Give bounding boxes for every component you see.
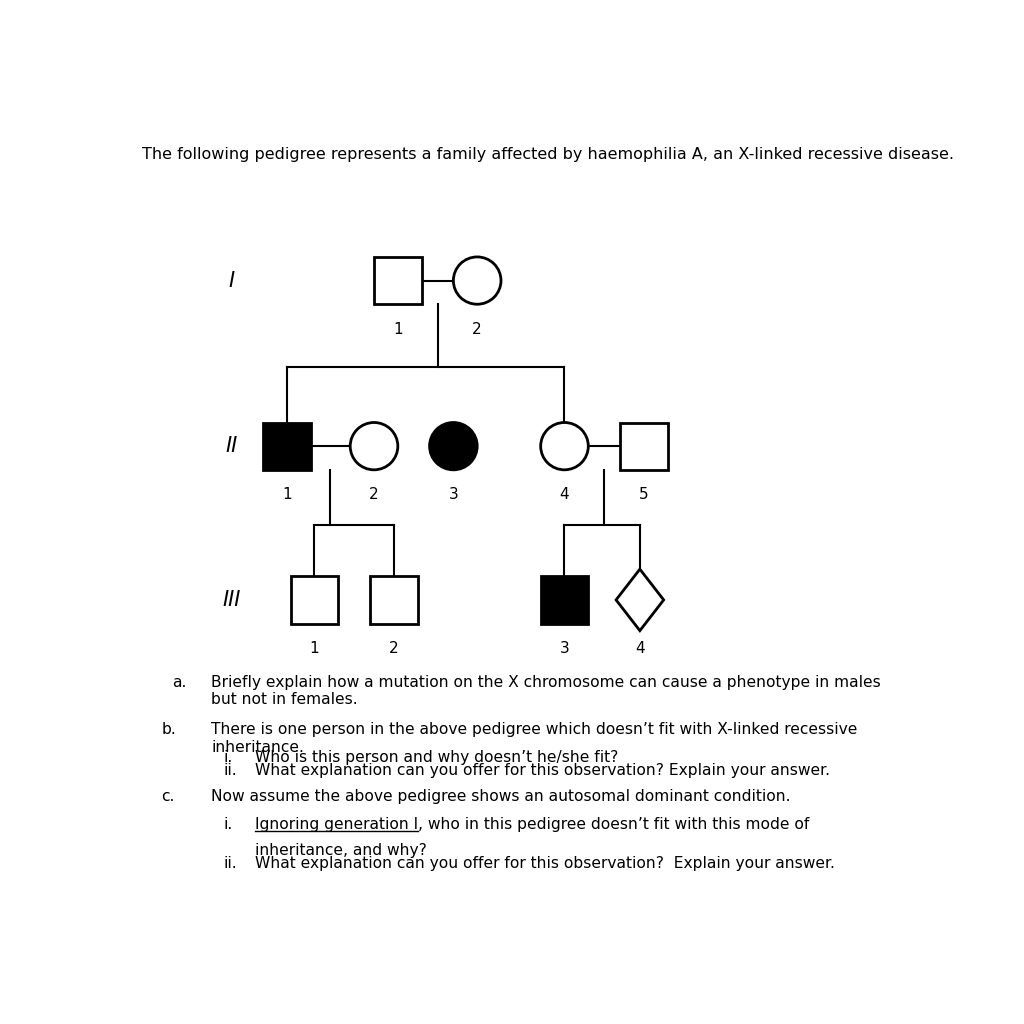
Text: , who in this pedigree doesn’t fit with this mode of: , who in this pedigree doesn’t fit with … — [418, 817, 810, 831]
Bar — [263, 423, 310, 470]
Text: ii.: ii. — [223, 856, 237, 871]
Text: Briefly explain how a mutation on the X chromosome can cause a phenotype in male: Briefly explain how a mutation on the X … — [211, 675, 881, 708]
Text: ii.: ii. — [223, 763, 237, 778]
Text: 1: 1 — [393, 322, 402, 337]
Text: The following pedigree represents a family affected by haemophilia A, an X-linke: The following pedigree represents a fami… — [142, 146, 954, 162]
Text: 3: 3 — [449, 487, 459, 502]
Text: 2: 2 — [389, 641, 398, 656]
Text: i.: i. — [223, 817, 232, 831]
Circle shape — [430, 423, 477, 470]
Text: 2: 2 — [370, 487, 379, 502]
Text: i.: i. — [223, 750, 232, 765]
Circle shape — [541, 423, 588, 470]
Text: Ignoring generation I: Ignoring generation I — [255, 817, 418, 831]
Text: What explanation can you offer for this observation? Explain your answer.: What explanation can you offer for this … — [255, 763, 830, 778]
Bar — [370, 577, 418, 624]
Text: 5: 5 — [639, 487, 648, 502]
Text: III: III — [222, 590, 241, 610]
Text: b.: b. — [162, 722, 176, 737]
Text: There is one person in the above pedigree which doesn’t fit with X-linked recess: There is one person in the above pedigre… — [211, 722, 858, 755]
Circle shape — [454, 257, 501, 304]
Text: 2: 2 — [472, 322, 482, 337]
Circle shape — [350, 423, 397, 470]
Text: Who is this person and why doesn’t he/she fit?: Who is this person and why doesn’t he/sh… — [255, 750, 618, 765]
Text: a.: a. — [172, 675, 186, 690]
Bar — [620, 423, 668, 470]
Bar — [374, 257, 422, 304]
Polygon shape — [616, 569, 664, 631]
Text: Now assume the above pedigree shows an autosomal dominant condition.: Now assume the above pedigree shows an a… — [211, 790, 791, 804]
Bar — [541, 577, 588, 624]
Text: inheritance, and why?: inheritance, and why? — [255, 843, 427, 858]
Text: 4: 4 — [560, 487, 569, 502]
Text: 1: 1 — [282, 487, 292, 502]
Text: II: II — [225, 436, 238, 456]
Text: I: I — [228, 270, 234, 291]
Bar — [291, 577, 338, 624]
Text: What explanation can you offer for this observation?  Explain your answer.: What explanation can you offer for this … — [255, 856, 835, 871]
Text: 1: 1 — [309, 641, 319, 656]
Text: c.: c. — [162, 790, 175, 804]
Text: 3: 3 — [559, 641, 569, 656]
Text: 4: 4 — [635, 641, 645, 656]
